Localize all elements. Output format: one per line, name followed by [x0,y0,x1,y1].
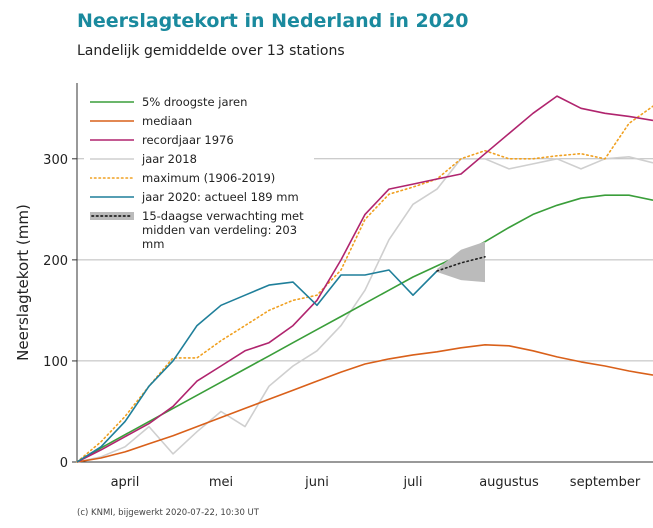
legend-label: recordjaar 1976 [142,133,234,147]
chart-title: Neerslagtekort in Nederland in 2020 [77,10,469,32]
legend-swatch [90,120,134,122]
y-axis-label: Neerslagtekort (mm) [14,204,32,361]
x-tick-label: mei [209,475,233,490]
legend-item: mediaan [84,114,314,128]
y-tick-label: 300 [43,153,68,168]
x-tick-label: juni [304,475,329,490]
legend-label: mediaan [142,114,193,128]
forecast-band [437,241,485,283]
series-line [76,344,653,463]
legend-label: jaar 2018 [142,152,197,166]
y-tick-label: 0 [60,456,68,471]
legend-label: maximum (1906-2019) [142,171,276,185]
series-line [76,194,653,463]
legend-item: jaar 2018 [84,152,314,166]
footer: (c) KNMI, bijgewerkt 2020-07-22, 10:30 U… [77,508,259,518]
chart-subtitle: Landelijk gemiddelde over 13 stations [77,43,345,59]
legend-swatch [90,101,134,103]
legend-swatch [90,212,134,220]
legend-swatch [90,196,134,198]
legend-item: 5% droogste jaren [84,95,314,109]
x-tick-label: juli [402,475,422,490]
legend-label: jaar 2020: actueel 189 mm [142,190,299,204]
legend-item: maximum (1906-2019) [84,171,314,185]
legend-item: recordjaar 1976 [84,133,314,147]
series-line [76,156,653,463]
series-line [76,95,653,463]
legend-swatch [90,139,134,141]
legend-swatch [90,158,134,160]
forecast-line [436,256,486,272]
x-tick-label: augustus [479,475,539,490]
legend-swatch [90,177,134,179]
y-tick-label: 200 [43,254,68,269]
legend-item: 15-daagse verwachting met midden van ver… [84,209,314,251]
y-tick-label: 100 [43,355,68,370]
x-tick-label: april [111,475,140,490]
series-line [76,269,438,463]
series-line [76,105,653,463]
legend: 5% droogste jaren mediaan recordjaar 1976 j… [84,88,314,258]
x-tick-label: september [570,475,641,490]
legend-item: jaar 2020: actueel 189 mm [84,190,314,204]
legend-label: 5% droogste jaren [142,95,248,109]
legend-label: 15-daagse verwachting met midden van ver… [142,209,304,251]
